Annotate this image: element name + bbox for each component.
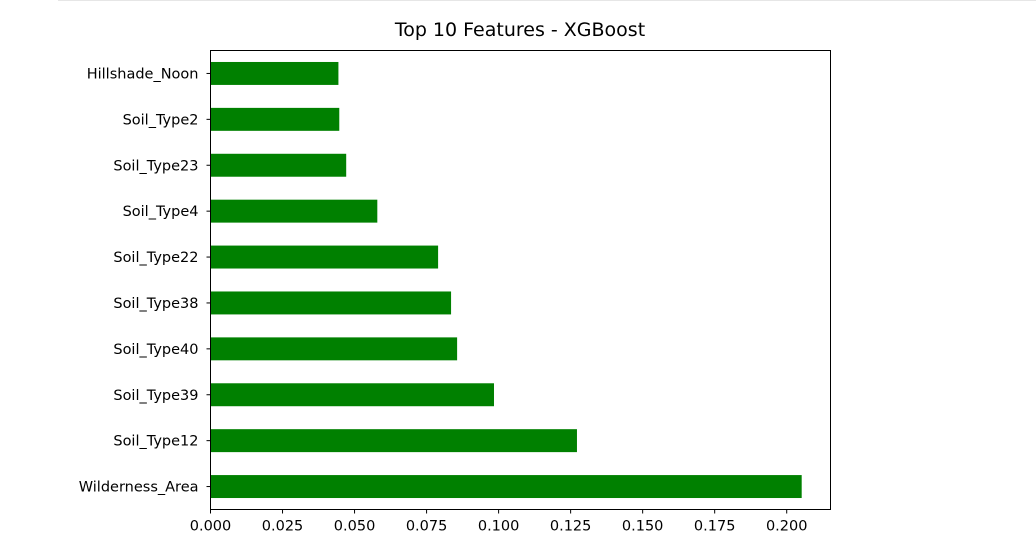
bar [210, 245, 439, 269]
y-tick-label: Soil_Type2 [123, 112, 199, 128]
y-tick-label: Soil_Type12 [113, 434, 198, 450]
y-tick-label: Soil_Type23 [113, 158, 198, 174]
cell-divider [58, 0, 1036, 1]
x-tick-label: 0.050 [334, 519, 376, 535]
x-tick-label: 0.125 [550, 519, 592, 535]
x-tick-label: 0.175 [694, 519, 736, 535]
x-tick-label: 0.075 [406, 519, 448, 535]
x-tick-label: 0.100 [478, 519, 520, 535]
bar [210, 199, 378, 223]
bar [210, 429, 577, 453]
y-tick-label: Soil_Type4 [123, 204, 199, 220]
chart-title: Top 10 Features - XGBoost [394, 19, 645, 41]
bar [210, 475, 802, 499]
y-tick-label: Soil_Type40 [113, 342, 198, 358]
bar [210, 61, 339, 85]
bar [210, 337, 458, 361]
y-tick-label: Wilderness_Area [79, 480, 199, 496]
x-tick-label: 0.150 [622, 519, 664, 535]
y-tick-label: Soil_Type38 [113, 296, 198, 312]
y-tick-label: Hillshade_Noon [87, 66, 199, 82]
x-tick-label: 0.025 [262, 519, 304, 535]
x-tick-label: 0.200 [766, 519, 808, 535]
x-tick-label: 0.000 [190, 519, 232, 535]
bar [210, 383, 494, 407]
plot-frame [210, 50, 831, 510]
bar [210, 107, 340, 131]
y-tick-label: Soil_Type39 [113, 388, 198, 404]
y-tick-label: Soil_Type22 [113, 250, 198, 266]
bar [210, 153, 347, 177]
bar [210, 291, 452, 315]
